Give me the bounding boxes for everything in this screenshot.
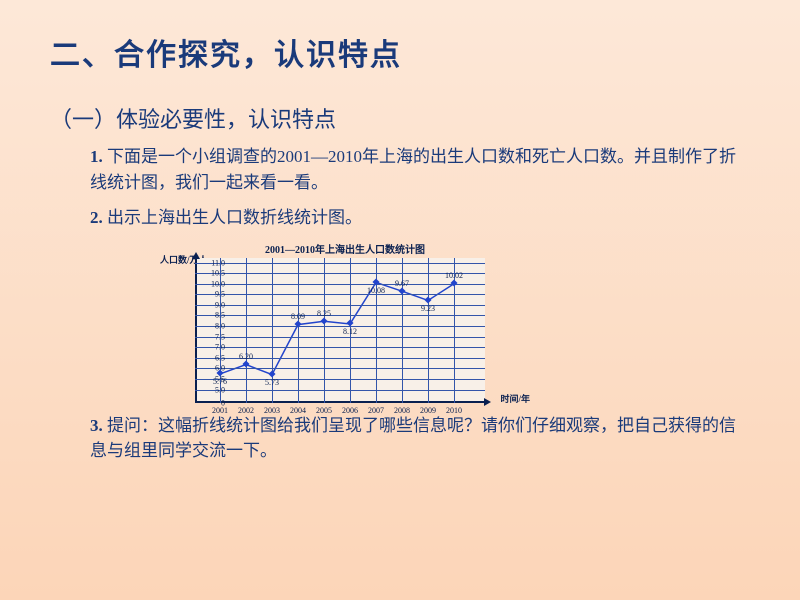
item-3-label: 3. [90, 416, 103, 435]
grid-line-h [195, 294, 485, 295]
grid-line-h [195, 347, 485, 348]
chart-line-svg [195, 258, 485, 403]
grid-line-h [195, 337, 485, 338]
grid-line-v [246, 258, 247, 403]
data-point-label: 5.73 [265, 378, 279, 387]
ytick-label: 6.5 [200, 353, 225, 362]
grid-line-h [195, 284, 485, 285]
grid-line-h [195, 315, 485, 316]
x-axis-arrow-icon [484, 398, 491, 406]
grid-line-h [195, 263, 485, 264]
data-point-label: 6.20 [239, 352, 253, 361]
ytick-label: 8.0 [200, 322, 225, 331]
data-point-label: 10.02 [445, 271, 463, 280]
data-point-label: 5.76 [213, 377, 227, 386]
data-point-label: 9.23 [421, 304, 435, 313]
xtick-label: 2010 [446, 406, 462, 415]
item-2-label: 2. [90, 208, 103, 227]
xtick-label: 2001 [212, 406, 228, 415]
xtick-label: 2007 [368, 406, 384, 415]
xtick-label: 2002 [238, 406, 254, 415]
slide-content: 二、合作探究，认识特点 （一）体验必要性，认识特点 1. 下面是一个小组调查的2… [0, 0, 800, 494]
data-point-label: 8.12 [343, 327, 357, 336]
data-point-label: 8.09 [291, 312, 305, 321]
ytick-label: 9.5 [200, 290, 225, 299]
grid-line-h [195, 305, 485, 306]
item-1-text: 下面是一个小组调查的2001—2010年上海的出生人口数和死亡人口数。并且制作了… [90, 147, 736, 192]
xtick-label: 2005 [316, 406, 332, 415]
grid-line-h [195, 390, 485, 391]
grid-line-h [195, 379, 485, 380]
ytick-label: 8.5 [200, 311, 225, 320]
grid-line-h [195, 326, 485, 327]
ytick-label: 7.0 [200, 343, 225, 352]
item-3: 3. 提问：这幅折线统计图给我们呈现了哪些信息呢？请你们仔细观察，把自己获得的信… [90, 413, 750, 464]
item-1: 1. 下面是一个小组调查的2001—2010年上海的出生人口数和死亡人口数。并且… [90, 144, 750, 195]
item-1-label: 1. [90, 147, 103, 166]
xtick-label: 2009 [420, 406, 436, 415]
data-point-label: 9.67 [395, 279, 409, 288]
x-axis [195, 401, 485, 403]
xtick-label: 2004 [290, 406, 306, 415]
ytick-label: 7.5 [200, 332, 225, 341]
item-2-text: 出示上海出生人口数折线统计图。 [107, 208, 362, 227]
y-axis [195, 258, 197, 403]
data-point [424, 296, 431, 303]
section-title: 二、合作探究，认识特点 [50, 30, 750, 74]
grid-line-v [324, 258, 325, 403]
grid-line-h [195, 273, 485, 274]
xtick-label: 2008 [394, 406, 410, 415]
chart-plot-area: 05.05.56.06.57.07.58.08.59.09.510.010.51… [195, 258, 485, 403]
data-point [268, 371, 275, 378]
item-3-text: 提问：这幅折线统计图给我们呈现了哪些信息呢？请你们仔细观察，把自己获得的信息与组… [90, 416, 736, 461]
grid-line-v [428, 258, 429, 403]
ytick-label: 10.5 [200, 269, 225, 278]
chart-title: 2001—2010年上海出生人口数统计图 [190, 241, 500, 256]
chart-container: 人口数/万人 2001—2010年上海出生人口数统计图 05.05.56.06.… [160, 241, 500, 403]
data-point [398, 287, 405, 294]
data-point [320, 317, 327, 324]
data-point [242, 361, 249, 368]
chart-xlabel: 时间/年 [500, 392, 530, 405]
xtick-label: 2006 [342, 406, 358, 415]
grid-line-h [195, 368, 485, 369]
item-2: 2. 出示上海出生人口数折线统计图。 [90, 205, 750, 231]
xtick-label: 2003 [264, 406, 280, 415]
subsection-title: （一）体验必要性，认识特点 [50, 102, 750, 134]
ytick-label: 9.0 [200, 300, 225, 309]
ytick-label: 10.0 [200, 279, 225, 288]
data-point [450, 280, 457, 287]
data-point-label: 8.25 [317, 309, 331, 318]
y-axis-arrow-icon [192, 252, 200, 259]
grid-line-v [298, 258, 299, 403]
data-point-label: 10.08 [367, 286, 385, 295]
ytick-label: 11.0 [200, 258, 225, 267]
